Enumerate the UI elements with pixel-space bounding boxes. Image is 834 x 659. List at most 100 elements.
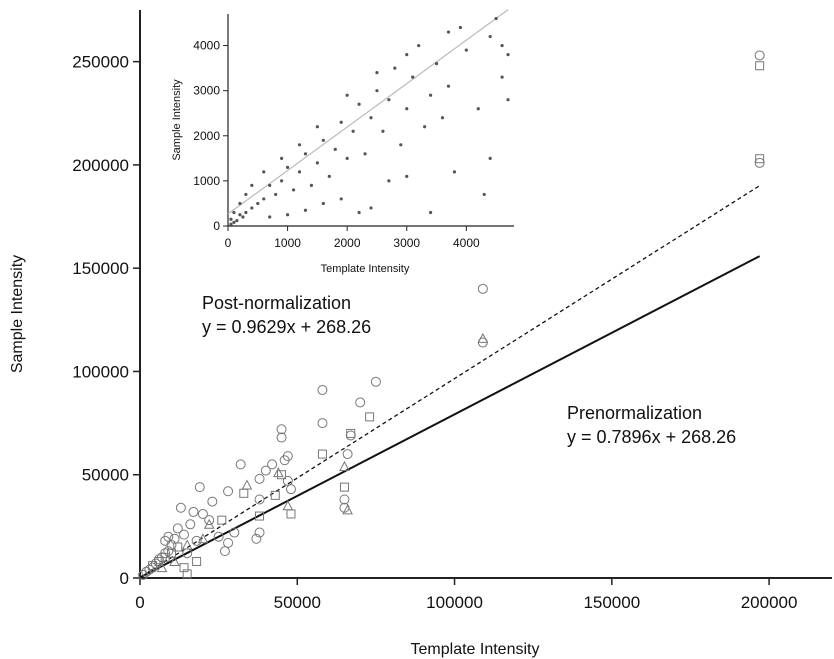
data-point	[342, 504, 353, 515]
data-point	[339, 494, 350, 505]
data-point	[213, 531, 224, 542]
data-point	[185, 519, 196, 530]
inset-data-point	[488, 156, 492, 160]
inset-data-point	[381, 129, 385, 133]
inset-data-point	[405, 52, 409, 57]
inset-data-point	[411, 75, 415, 79]
y-tick-label: 50000	[82, 466, 129, 485]
inset-data-point	[244, 192, 248, 197]
data-point	[254, 494, 265, 505]
inset-data-point	[506, 98, 510, 102]
inset-data-point	[333, 147, 337, 151]
inset-x-axis-ticks: 0 1000 2000 3000 4000	[225, 226, 480, 250]
data-point	[339, 460, 350, 471]
data-point	[229, 527, 240, 538]
inset-data-point	[500, 75, 504, 79]
data-point	[204, 515, 215, 526]
data-point	[365, 412, 375, 422]
x-tick-label: 150000	[583, 593, 640, 612]
inset-data-point	[339, 197, 343, 201]
inset-data-point	[500, 43, 504, 48]
inset-data-point	[452, 170, 457, 174]
inset-y-axis-title: Sample Intensity	[171, 79, 183, 161]
inset-data-point	[494, 16, 498, 21]
inset-y-tick-label: 1000	[193, 174, 220, 188]
inset-data-point	[291, 188, 296, 192]
inset-data-point	[393, 66, 397, 70]
data-point	[342, 449, 353, 460]
inset-y-axis-ticks: 0 1000 2000 3000 4000	[193, 39, 228, 233]
data-point	[235, 459, 246, 470]
data-point	[270, 490, 280, 500]
data-point	[192, 556, 202, 566]
inset-data-point	[417, 43, 421, 48]
y-tick-label: 150000	[72, 259, 129, 278]
inset-data-point	[428, 210, 433, 215]
inset-data-point	[250, 206, 254, 210]
inset-data-point	[369, 206, 373, 210]
data-point	[191, 535, 202, 546]
data-point	[173, 542, 183, 552]
data-point	[477, 283, 488, 294]
inset-data-point	[506, 52, 510, 57]
inset-data-point	[268, 215, 272, 219]
inset-data-point	[327, 174, 331, 178]
inset-data-point	[357, 210, 361, 215]
data-point	[194, 482, 205, 493]
data-point	[282, 500, 294, 511]
data-point	[219, 546, 230, 557]
inset-data-point	[345, 93, 349, 97]
inset-data-point	[250, 183, 254, 188]
data-point	[346, 428, 356, 438]
inset-x-axis-title: Template Intensity	[321, 263, 410, 275]
inset-data-point	[357, 102, 361, 106]
inset-data-point	[229, 217, 233, 221]
inset-data-point	[309, 183, 314, 188]
inset-data-point	[387, 98, 391, 102]
inset-data-point	[285, 213, 290, 217]
inset-data-point	[482, 192, 486, 197]
data-point	[160, 535, 171, 546]
inset-x-tick-label: 3000	[393, 236, 420, 250]
inset-data-point	[268, 183, 272, 188]
inset-data-point	[297, 170, 302, 174]
inset-background	[228, 14, 518, 226]
data-point	[138, 569, 149, 580]
data-point	[260, 465, 271, 476]
inset-data-point	[423, 125, 427, 129]
inset-data-point	[262, 170, 266, 174]
data-point	[179, 563, 189, 573]
data-point	[276, 432, 287, 443]
data-point	[755, 154, 765, 164]
post-normalization-equation: y = 0.9629x + 268.26	[202, 317, 371, 337]
inset-y-tick-label: 0	[213, 219, 220, 233]
inset-data-point	[256, 201, 260, 206]
inset-data-point	[446, 30, 451, 34]
data-point	[251, 533, 262, 544]
inset-data-point	[280, 156, 284, 160]
data-point	[169, 555, 180, 566]
inset-data-point	[464, 48, 468, 52]
data-point	[755, 61, 765, 71]
inset-data-point	[303, 152, 308, 156]
data-points	[138, 50, 765, 580]
inset-data-point	[405, 174, 409, 178]
inset-data-point	[303, 208, 308, 212]
data-point	[267, 459, 278, 470]
inset-data-point	[375, 71, 379, 75]
inset-data-point	[241, 215, 245, 219]
inset-data-point	[446, 84, 451, 88]
inset-data-point	[238, 213, 242, 217]
data-point	[207, 496, 218, 507]
data-point	[276, 424, 287, 435]
inset-plot: 0 1000 2000 3000 4000 0 1000 2000 3000 4000 Temp…	[171, 9, 518, 275]
prenormalization-fit-line	[139, 255, 761, 579]
y-axis-ticks: 0 50000 100000 150000 200000 250000	[72, 53, 140, 588]
inset-data-point	[399, 143, 403, 147]
inset-data-point	[232, 220, 236, 224]
inset-regression-line	[227, 9, 509, 215]
prenormalization-label: Prenormalization	[567, 403, 702, 423]
x-tick-label: 0	[135, 593, 144, 612]
data-point	[317, 418, 328, 429]
